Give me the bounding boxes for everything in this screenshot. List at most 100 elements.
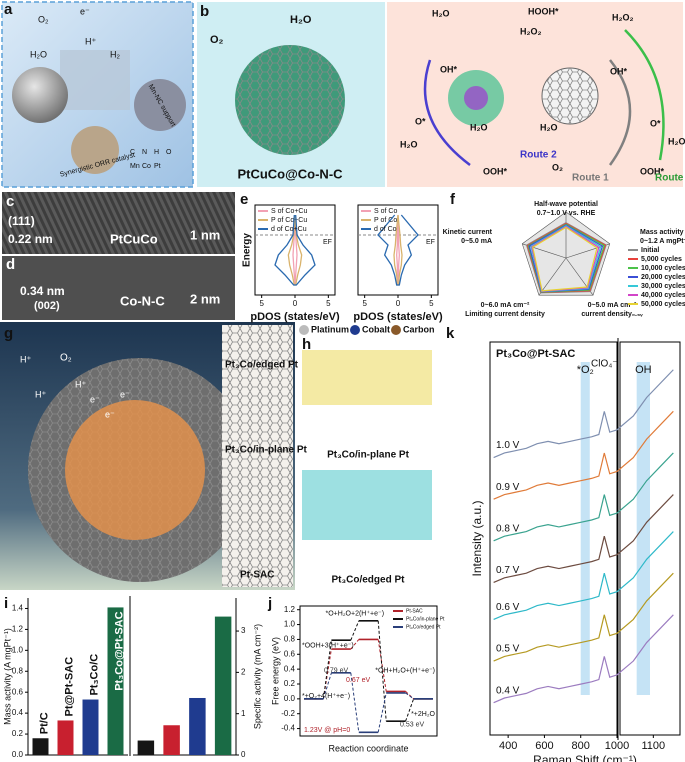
label: Mass activity — [640, 229, 684, 236]
label: HOOH* — [528, 6, 559, 16]
label: Co — [142, 163, 151, 170]
spectrum — [493, 614, 674, 704]
panel-label: g — [4, 325, 13, 342]
annotation: ClO₄⁻ — [591, 359, 618, 370]
y-axis-label: Free energy (eV) — [270, 637, 280, 705]
label: (111) — [8, 214, 35, 228]
y-tick-label: 0.4 — [12, 708, 24, 717]
bar — [82, 699, 99, 755]
x-axis-label: pDOS (states/eV) — [250, 311, 340, 323]
label: Route 2 — [520, 150, 557, 161]
bar — [107, 607, 124, 755]
connector — [350, 639, 360, 650]
illustrations — [0, 1, 683, 590]
plot-frame — [489, 341, 618, 736]
label: O₂ — [210, 34, 224, 46]
y-tick-label: 1.2 — [284, 605, 296, 614]
label: OOH* — [483, 166, 508, 176]
y-tick-label: 1 — [241, 709, 246, 718]
label: O* — [415, 116, 426, 126]
label: EF — [426, 239, 435, 246]
label: Pt₃Co/edged Pt — [225, 360, 299, 371]
legend-label: 10,000 cycles — [641, 265, 685, 272]
label: Pt — [154, 163, 161, 170]
label: H₂O — [470, 122, 488, 132]
ion-label: H⁺ — [20, 354, 31, 364]
spectrum — [493, 369, 674, 459]
legend-label: 50,000 cycles — [641, 301, 685, 308]
x-tick-label: 5 — [259, 299, 264, 308]
connector — [405, 698, 415, 722]
bar — [32, 738, 49, 755]
spectrum — [493, 494, 674, 583]
band — [580, 362, 590, 695]
series-label: 0.8 V — [496, 523, 520, 534]
x-tick-label: 400 — [499, 740, 517, 752]
series-label: 0.4 V — [496, 685, 520, 696]
legend-label: 5,000 cycles — [641, 256, 682, 263]
y-tick-label: 0.0 — [284, 694, 296, 703]
label: 0~1.2 A mgPt⁻¹ — [640, 238, 685, 245]
label: PtCuCo@Co-N-C — [237, 166, 343, 181]
label: 0.34 nm — [20, 284, 65, 298]
label: H₂O — [400, 139, 418, 149]
label: (002) — [34, 300, 60, 312]
connector — [377, 620, 387, 722]
y-tick-label: 0.6 — [12, 687, 24, 696]
legend-label: S of Co — [374, 208, 397, 215]
label: PtCuCo — [110, 231, 158, 246]
label: EF — [323, 239, 332, 246]
y-axis-label: Intensity (a.u.) — [470, 500, 484, 576]
label: 0~5.0 mA cm⁻² — [588, 302, 637, 309]
label: OH* — [610, 66, 628, 76]
label: Limiting current density — [465, 311, 545, 318]
panel-label: b — [200, 3, 209, 20]
x-tick-label: 1100 — [642, 740, 666, 752]
label: Kinetic current — [443, 229, 493, 236]
label: 0~6.0 mA cm⁻² — [481, 302, 530, 309]
bar — [163, 725, 180, 755]
panel-label: e — [240, 191, 248, 208]
y-tick-label: 0.6 — [284, 649, 296, 658]
label: 2 nm — [190, 291, 220, 306]
state-label: *O+H₂O+2(H⁺+e⁻) — [326, 611, 385, 618]
label: Carbon — [403, 324, 435, 334]
connector — [377, 639, 387, 692]
label: 1 nm — [190, 227, 220, 242]
y-tick-label: 0.8 — [12, 666, 24, 675]
bar — [57, 720, 74, 755]
chart-title: Pt₃Co@Pt-SAC — [496, 348, 575, 360]
y-axis-label: Mass activity (A mgPt⁻¹) — [2, 628, 12, 725]
spectrum — [493, 572, 674, 662]
legend-label: P of Co — [374, 217, 397, 224]
panel-label: d — [6, 256, 15, 273]
series-label: 1.0 V — [496, 440, 520, 451]
panel-label: f — [450, 191, 456, 208]
bar — [214, 616, 232, 755]
annotation: 0.53 eV — [400, 722, 424, 729]
category-label: Pt/C — [38, 712, 50, 734]
y-tick-label: 1.0 — [284, 620, 296, 629]
pdos-curve — [274, 214, 316, 286]
x-tick-label: 5 — [326, 299, 331, 308]
electron-label: e⁻ — [90, 394, 100, 404]
label: H — [154, 149, 159, 156]
legend-label: Pt₃Co/edged Pt — [406, 624, 441, 630]
electron-label: e⁻ — [120, 389, 130, 399]
label: H₂O — [290, 14, 312, 26]
y-tick-label: 2 — [241, 667, 246, 676]
radar-spoke — [538, 257, 567, 296]
y-tick-label: 1.0 — [12, 645, 24, 654]
label: Pt₃Co/in-plane Pt — [225, 445, 308, 456]
x-axis-label: pDOS (states/eV) — [353, 311, 443, 323]
label: H₂O — [432, 8, 450, 18]
label: 0.7~1.0 V vs. RHE — [537, 210, 596, 217]
legend-label: P of Co+Cu — [271, 217, 307, 224]
label: O₂ — [552, 162, 563, 172]
annotation: 0.67 eV — [346, 677, 370, 684]
state-label: *+2H₂O — [411, 711, 435, 718]
label: C — [130, 149, 135, 156]
panel-label: j — [267, 595, 272, 612]
x-tick-label: 1000 — [605, 740, 629, 752]
y-tick-label: 0.2 — [12, 729, 24, 738]
